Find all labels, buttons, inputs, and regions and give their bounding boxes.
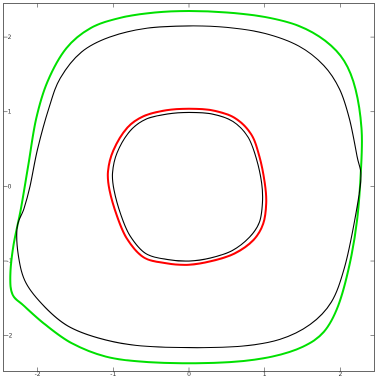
y-tick-label: 0 bbox=[8, 183, 12, 190]
y-tick-label: -2 bbox=[7, 333, 13, 340]
inner-black-curve bbox=[111, 111, 264, 262]
x-tick-label: 0 bbox=[187, 371, 191, 377]
outer-black-curve bbox=[16, 25, 362, 349]
x-tick-label: 2 bbox=[339, 371, 343, 377]
y-tick-label: -1 bbox=[7, 258, 13, 265]
inner-red-curve bbox=[106, 107, 268, 266]
x-tick-label: -2 bbox=[35, 371, 41, 377]
y-tick-label: 1 bbox=[8, 109, 12, 116]
axis-ticks: -2 -1 0 1 2 2 1 0 -1 -2 bbox=[3, 3, 375, 377]
x-tick-label: -1 bbox=[110, 371, 116, 377]
curve-series bbox=[9, 9, 363, 365]
y-tick-label: 2 bbox=[8, 34, 12, 41]
x-tick-label: 1 bbox=[263, 371, 267, 377]
outer-green-curve bbox=[9, 9, 363, 365]
